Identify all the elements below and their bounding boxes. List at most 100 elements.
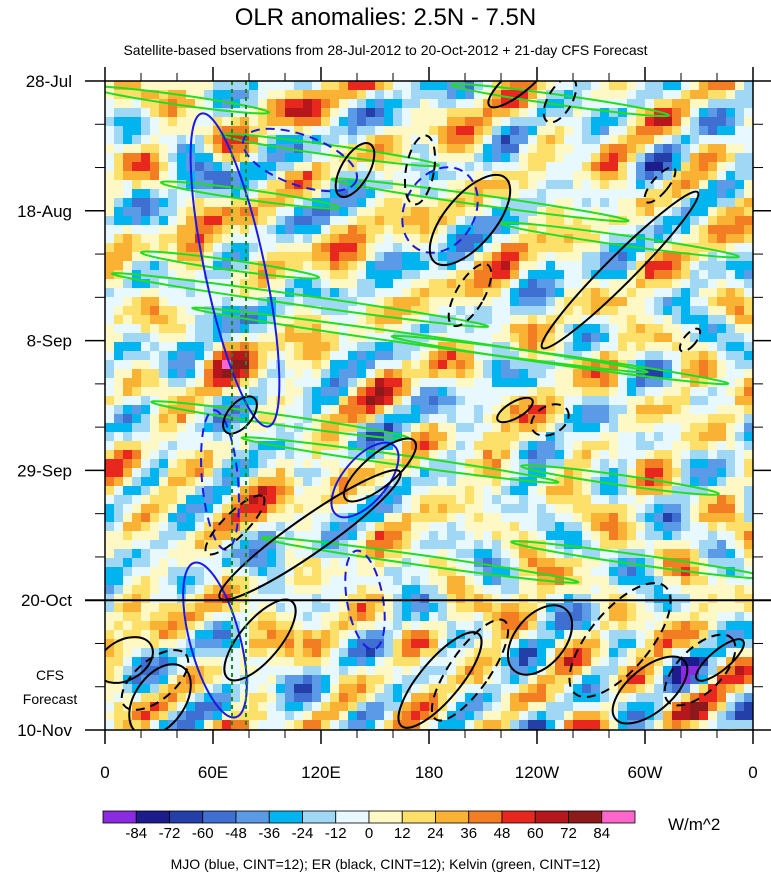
field-cell: [420, 648, 430, 658]
field-cell: [537, 549, 547, 559]
field-cell: [294, 180, 304, 190]
field-cell: [204, 504, 214, 514]
field-cell: [195, 657, 205, 667]
field-cell: [114, 612, 124, 622]
field-cell: [564, 531, 574, 541]
field-cell: [195, 387, 205, 397]
field-cell: [384, 198, 394, 208]
field-cell: [465, 693, 475, 703]
field-cell: [735, 549, 745, 559]
field-cell: [348, 315, 358, 325]
field-cell: [537, 378, 547, 388]
field-cell: [438, 666, 448, 676]
field-cell: [744, 405, 753, 415]
field-cell: [438, 558, 448, 568]
field-cell: [627, 405, 637, 415]
field-cell: [681, 261, 691, 271]
field-cell: [132, 144, 142, 154]
field-cell: [447, 99, 457, 109]
field-cell: [384, 603, 394, 613]
field-cell: [150, 702, 160, 712]
field-cell: [582, 342, 592, 352]
field-cell: [447, 414, 457, 424]
field-cell: [240, 90, 250, 100]
field-cell: [222, 90, 232, 100]
field-cell: [168, 675, 178, 685]
field-cell: [600, 513, 610, 523]
field-cell: [717, 333, 727, 343]
field-cell: [366, 648, 376, 658]
field-cell: [258, 243, 268, 253]
field-cell: [375, 549, 385, 559]
field-cell: [222, 540, 232, 550]
field-cell: [249, 387, 259, 397]
field-cell: [177, 495, 187, 505]
field-cell: [384, 162, 394, 172]
field-cell: [447, 189, 457, 199]
field-cell: [591, 171, 601, 181]
field-cell: [339, 504, 349, 514]
field-cell: [600, 207, 610, 217]
field-cell: [708, 270, 718, 280]
field-cell: [249, 360, 259, 370]
field-cell: [222, 198, 232, 208]
field-cell: [303, 576, 313, 586]
field-cell: [150, 495, 160, 505]
field-cell: [105, 648, 115, 658]
field-cell: [366, 486, 376, 496]
field-cell: [636, 90, 646, 100]
field-cell: [123, 603, 133, 613]
field-cell: [447, 648, 457, 658]
field-cell: [402, 108, 412, 118]
field-cell: [420, 693, 430, 703]
field-cell: [456, 135, 466, 145]
field-cell: [420, 540, 430, 550]
field-cell: [321, 234, 331, 244]
field-cell: [384, 567, 394, 577]
field-cell: [303, 459, 313, 469]
field-cell: [438, 360, 448, 370]
field-cell: [690, 486, 700, 496]
field-cell: [303, 612, 313, 622]
field-cell: [681, 324, 691, 334]
field-cell: [546, 468, 556, 478]
field-cell: [258, 333, 268, 343]
field-cell: [681, 378, 691, 388]
field-cell: [195, 468, 205, 478]
field-cell: [294, 522, 304, 532]
field-cell: [375, 261, 385, 271]
field-cell: [456, 405, 466, 415]
field-cell: [357, 225, 367, 235]
field-cell: [204, 522, 214, 532]
field-cell: [447, 252, 457, 262]
field-cell: [564, 162, 574, 172]
field-cell: [708, 288, 718, 298]
field-cell: [240, 567, 250, 577]
field-cell: [411, 81, 421, 91]
field-cell: [447, 684, 457, 694]
field-cell: [294, 603, 304, 613]
field-cell: [357, 351, 367, 361]
field-cell: [627, 288, 637, 298]
field-cell: [456, 117, 466, 127]
field-cell: [618, 675, 628, 685]
field-cell: [591, 351, 601, 361]
field-cell: [177, 639, 187, 649]
field-cell: [474, 450, 484, 460]
field-cell: [339, 585, 349, 595]
field-cell: [321, 144, 331, 154]
field-cell: [591, 342, 601, 352]
field-cell: [141, 108, 151, 118]
field-cell: [456, 180, 466, 190]
field-cell: [177, 513, 187, 523]
field-cell: [150, 378, 160, 388]
field-cell: [447, 585, 457, 595]
field-cell: [384, 675, 394, 685]
field-cell: [636, 144, 646, 154]
field-cell: [708, 351, 718, 361]
field-cell: [726, 135, 736, 145]
field-cell: [411, 495, 421, 505]
field-cell: [375, 621, 385, 631]
field-cell: [276, 576, 286, 586]
field-cell: [393, 261, 403, 271]
